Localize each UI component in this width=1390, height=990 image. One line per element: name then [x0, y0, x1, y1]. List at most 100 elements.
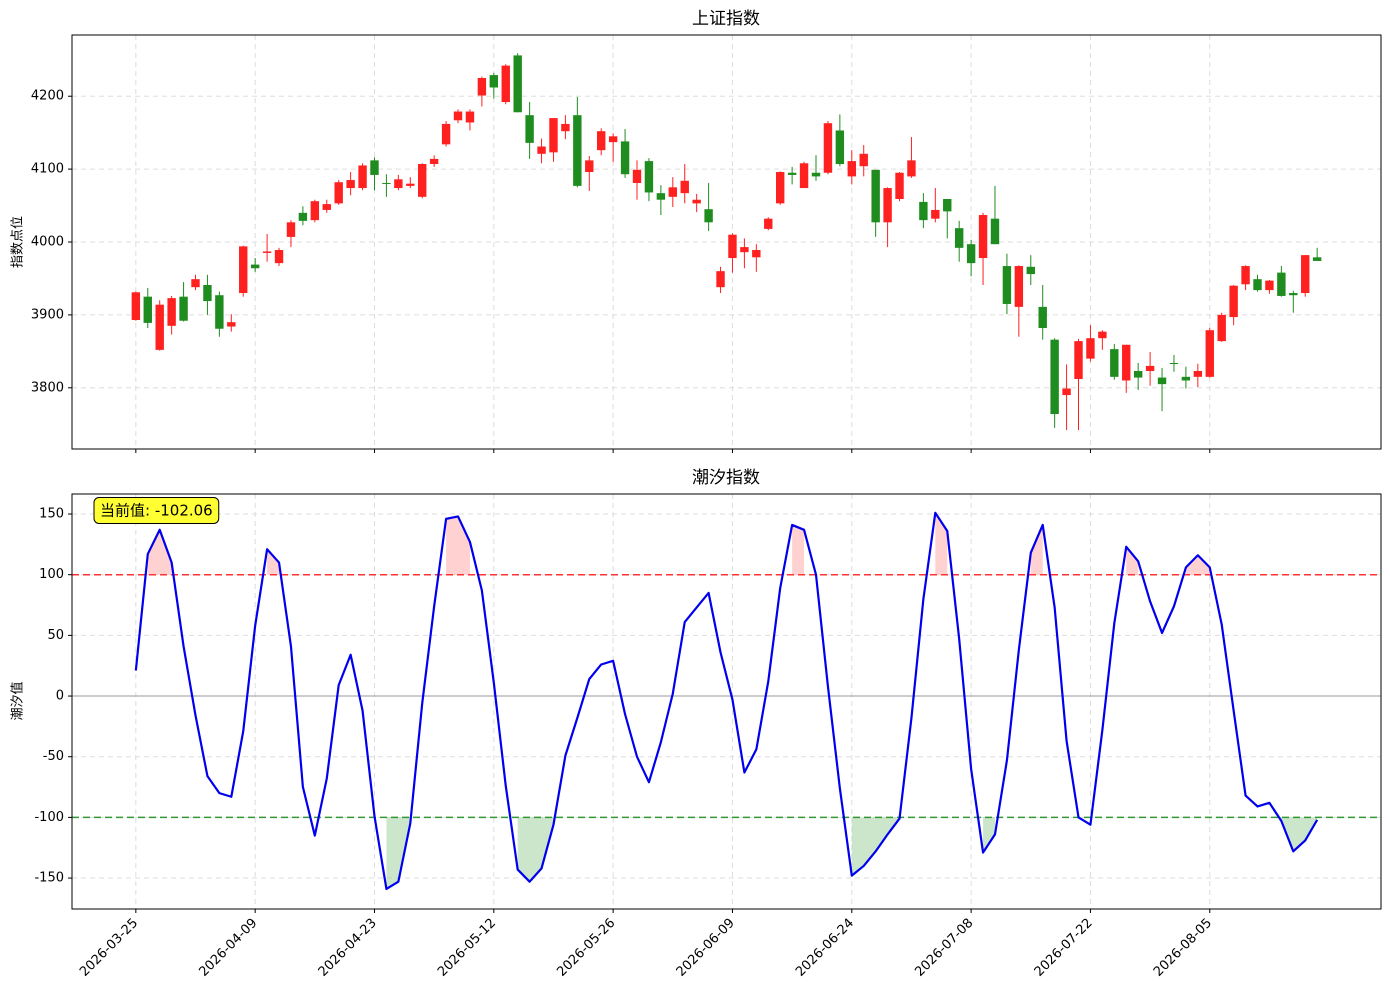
candle-body	[585, 160, 594, 173]
candle-body	[728, 234, 737, 259]
candle-body	[298, 212, 308, 221]
candle-body	[1265, 280, 1274, 291]
candle-body	[1014, 266, 1024, 307]
candle-body	[549, 118, 558, 153]
threshold-fill	[147, 529, 172, 575]
candle-body	[1277, 272, 1286, 296]
y-tick-label: 4000	[31, 235, 64, 250]
candle-body	[847, 161, 856, 177]
candle-body	[441, 123, 451, 145]
candle-body	[191, 279, 200, 288]
candle-body	[1002, 266, 1012, 304]
x-tick-label: 2026-05-12	[435, 916, 499, 980]
y-axis-label: 指数点位	[11, 216, 26, 268]
candle-body	[692, 199, 701, 204]
candle-body	[453, 111, 463, 121]
candle-body	[656, 193, 666, 200]
threshold-fill	[792, 524, 805, 575]
chart-title: 潮汐指数	[692, 468, 760, 488]
candle-body	[179, 296, 188, 321]
candle-body	[418, 164, 427, 197]
candle-body	[883, 188, 892, 223]
candle-body	[680, 180, 689, 194]
candle-body	[787, 172, 797, 175]
candle-body	[250, 264, 260, 269]
plot-frame	[71, 493, 1382, 910]
candle-body	[394, 179, 403, 189]
candle-body	[501, 65, 510, 103]
y-tick-label: 50	[47, 628, 64, 643]
threshold-fill	[517, 817, 554, 882]
candle-body	[406, 183, 415, 186]
candle-body	[632, 169, 642, 183]
x-tick-label: 2026-04-23	[316, 916, 380, 980]
candle-body	[907, 160, 916, 177]
candle-body	[573, 115, 582, 186]
threshold-fill	[1185, 555, 1210, 575]
candle-body	[215, 295, 224, 329]
candle-body	[954, 228, 964, 248]
y-tick-label: 3900	[31, 307, 64, 322]
y-tick-label: -50	[43, 749, 64, 764]
x-tick-label: 2026-08-05	[1151, 916, 1215, 980]
candle-body	[1110, 349, 1119, 377]
candle-body	[895, 172, 904, 199]
candle-body	[871, 169, 880, 223]
candle-body	[1253, 279, 1262, 291]
candle-body	[203, 285, 212, 302]
annotation-text: 当前值: -102.06	[100, 502, 213, 520]
candle-body	[1050, 339, 1059, 415]
candle-body	[608, 136, 618, 143]
annotation: 当前值: -102.06	[93, 497, 220, 524]
candle-body	[143, 296, 152, 323]
candle-body	[489, 75, 499, 88]
y-axis-label: 潮汐值	[10, 681, 26, 720]
candle-body	[131, 292, 141, 320]
candle-body	[811, 172, 821, 177]
plot-frame	[71, 34, 1382, 450]
candle-body	[537, 146, 546, 154]
x-tick-label: 2026-06-24	[793, 916, 857, 980]
y-tick-label: 4200	[31, 89, 64, 104]
candle-body	[477, 78, 487, 96]
y-tick-label: 4100	[31, 162, 64, 177]
candle-body	[704, 209, 713, 223]
candle-body	[835, 130, 845, 165]
candle-body	[1205, 330, 1214, 377]
candle-body	[358, 165, 367, 189]
candle-body	[716, 271, 725, 288]
candle-body	[1312, 257, 1322, 261]
candle-body	[1086, 338, 1095, 359]
candle-body	[1181, 376, 1191, 381]
candle-body	[966, 244, 976, 264]
candle-body	[322, 204, 331, 210]
candle-body	[1217, 314, 1226, 342]
threshold-fill	[267, 549, 280, 575]
candle-body	[931, 209, 940, 219]
candle-body	[227, 322, 236, 327]
threshold-fill	[446, 516, 470, 575]
y-tick-label: 100	[39, 567, 64, 582]
candle-body	[429, 158, 439, 165]
annotation-box	[93, 497, 220, 524]
x-tick-label: 2026-03-25	[77, 916, 141, 980]
candle-body	[525, 115, 534, 143]
candle-body	[620, 141, 630, 175]
candle-body	[382, 182, 391, 184]
candle-body	[1157, 377, 1167, 385]
candle-body	[775, 172, 785, 204]
candle-body	[155, 304, 164, 350]
candle-body	[668, 187, 678, 197]
candle-body	[1301, 255, 1310, 294]
line	[134, 511, 1319, 891]
candle-body	[1098, 331, 1107, 339]
candle-body	[1122, 344, 1131, 381]
chart-title: 上证指数	[692, 9, 760, 29]
candle-body	[1229, 285, 1238, 318]
candle-body	[1074, 341, 1083, 380]
candle-body	[752, 250, 761, 258]
candle-body	[1169, 362, 1179, 364]
candle-body	[1193, 371, 1203, 377]
candle-body	[1145, 365, 1155, 372]
